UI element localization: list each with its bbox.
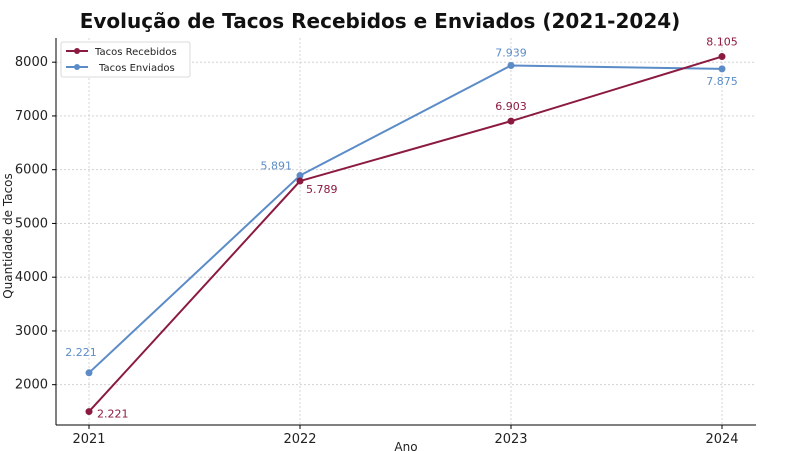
legend: Tacos Recebidos Tacos Enviados xyxy=(60,41,191,78)
data-point-tacos-recebidos xyxy=(296,177,304,185)
legend-label-tacos-enviados: Tacos Enviados xyxy=(98,63,175,74)
y-tick-label: 7000 xyxy=(15,109,48,124)
series-line-tacos-recebidos xyxy=(88,55,723,413)
data-point-tacos-recebidos xyxy=(507,117,515,125)
data-label-tacos-recebidos: 6.903 xyxy=(495,100,527,113)
y-tick-label: 3000 xyxy=(15,324,48,339)
data-label-tacos-recebidos: 2.221 xyxy=(97,408,129,421)
grid xyxy=(56,38,756,425)
data-point-tacos-enviados xyxy=(507,61,515,69)
data-label-tacos-enviados: 2.221 xyxy=(65,346,97,359)
y-axis-label: Quantidade de Tacos xyxy=(1,173,15,299)
x-tick-label: 2022 xyxy=(283,432,316,447)
data-point-tacos-enviados xyxy=(85,369,93,377)
y-tick-label: 6000 xyxy=(15,163,48,178)
series-line-tacos-enviados xyxy=(88,64,723,374)
series: 2.221 5.891 7.939 7.875 2.221 5.789 6.903 8.105 xyxy=(65,36,738,421)
data-point-tacos-enviados xyxy=(718,65,726,73)
data-label-tacos-enviados: 7.875 xyxy=(706,75,738,88)
y-tick-label: 4000 xyxy=(15,270,48,285)
data-label-tacos-enviados: 7.939 xyxy=(495,46,527,59)
chart-title: Evolução de Tacos Recebidos e Enviados (… xyxy=(80,9,681,33)
x-axis-ticks: 2021 2022 2023 2024 xyxy=(72,425,739,447)
data-label-tacos-enviados: 5.891 xyxy=(261,160,293,173)
legend-box xyxy=(60,41,191,78)
legend-label-tacos-recebidos: Tacos Recebidos xyxy=(94,47,177,58)
y-tick-label: 8000 xyxy=(15,55,48,70)
data-point-tacos-recebidos xyxy=(85,408,93,416)
x-tick-label: 2023 xyxy=(494,432,527,447)
y-axis-ticks: 2000 3000 4000 5000 6000 7000 8000 xyxy=(15,55,56,393)
data-label-tacos-recebidos: 8.105 xyxy=(706,36,738,49)
y-tick-label: 5000 xyxy=(15,216,48,231)
y-tick-label: 2000 xyxy=(15,378,48,393)
legend-marker-tacos-recebidos xyxy=(74,48,80,54)
x-tick-label: 2024 xyxy=(705,432,738,447)
legend-marker-tacos-enviados xyxy=(74,64,80,70)
data-point-tacos-enviados xyxy=(296,172,304,180)
x-axis-label: Ano xyxy=(394,440,417,451)
data-label-tacos-recebidos: 5.789 xyxy=(306,183,338,196)
data-point-tacos-recebidos xyxy=(718,53,726,61)
x-tick-label: 2021 xyxy=(72,432,105,447)
